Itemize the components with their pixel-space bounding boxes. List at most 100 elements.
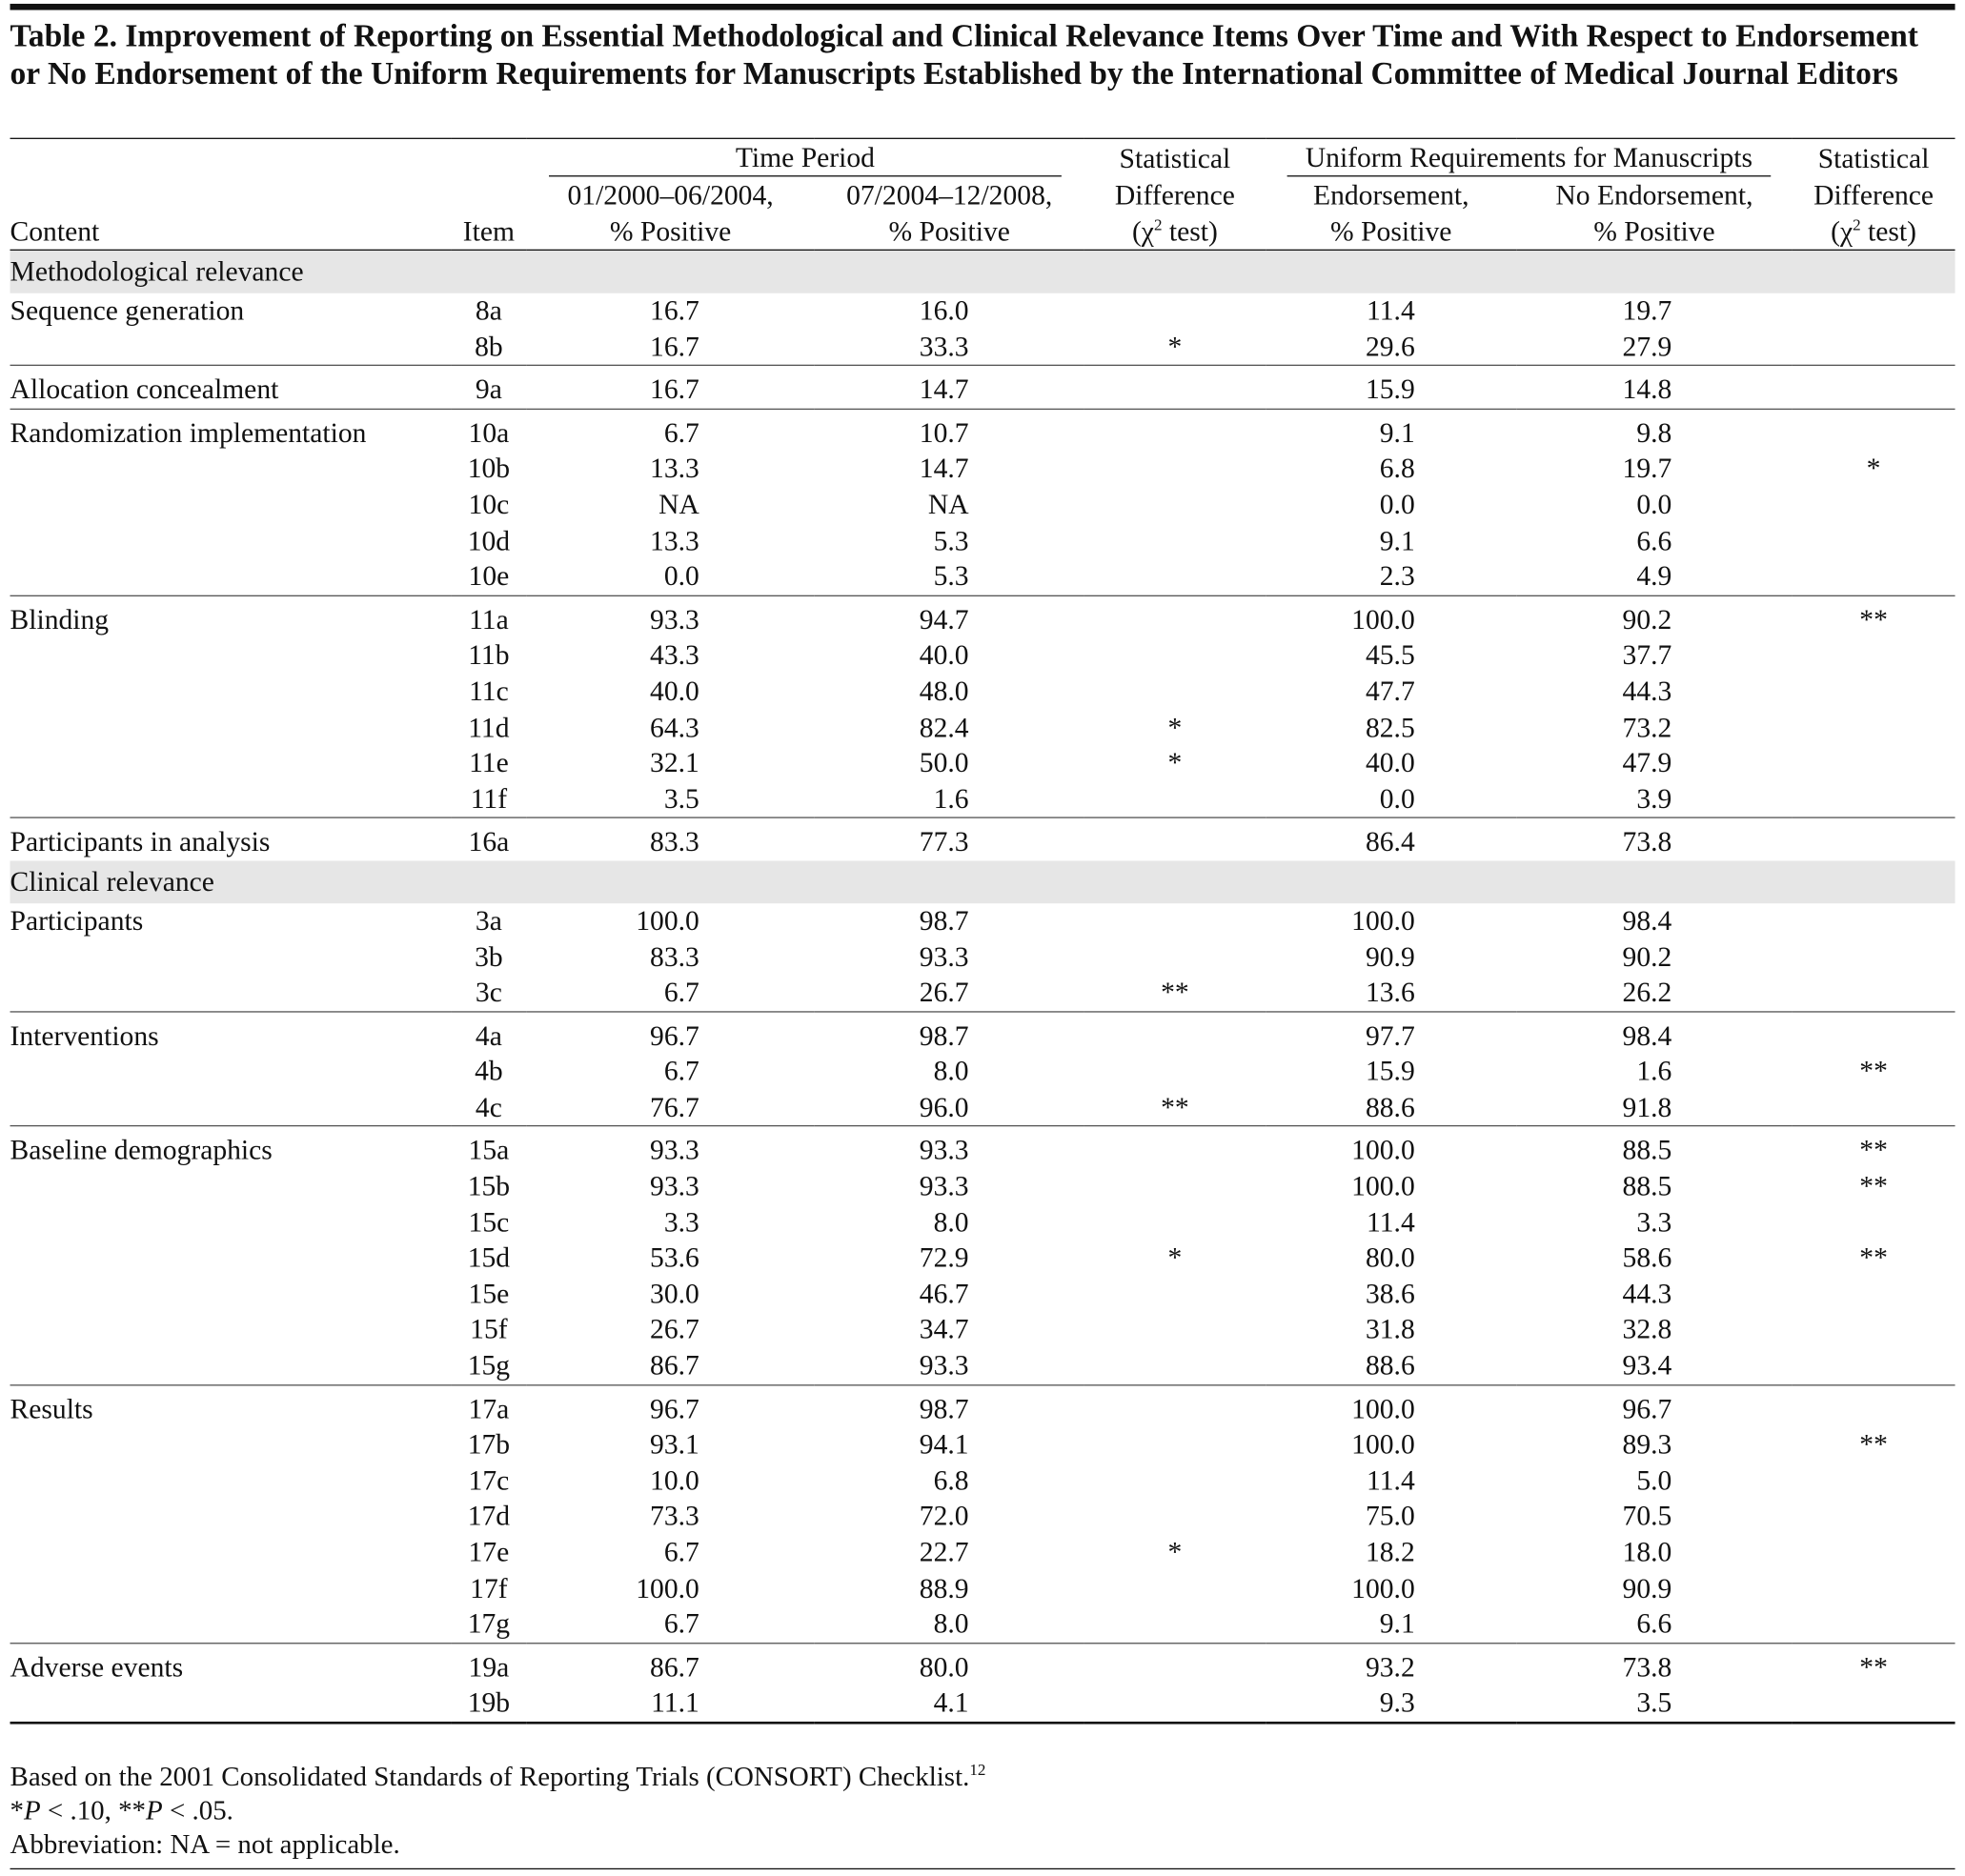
value-cell: [1792, 364, 1955, 410]
content-cell: [10, 710, 452, 746]
content-cell: [10, 1463, 452, 1500]
table-row: 15f 26.7 34.7 31.8 32.8: [10, 1312, 1955, 1348]
header-cell: Endorsement, % Positive: [1266, 176, 1516, 250]
value-cell: **: [1792, 1125, 1955, 1170]
value-cell: 82.5: [1365, 711, 1415, 743]
value-cell: 70.5: [1622, 1500, 1672, 1532]
table-title: Table 2. Improvement of Reporting on Ess…: [10, 17, 1918, 92]
value-cell: [1084, 817, 1266, 861]
table-body: Methodological relevance Sequence generat…: [10, 250, 1955, 1724]
value-cell: 100.0: [636, 1571, 699, 1604]
value-cell: [1084, 1571, 1266, 1607]
value-cell: NA: [658, 488, 699, 520]
value-cell: 0.0: [663, 560, 699, 592]
value-cell: 9.3: [1379, 1686, 1415, 1719]
table-row: 10e 0.0 5.3 2.3 4.9: [10, 559, 1955, 595]
value-cell: 98.4: [1516, 1010, 1793, 1055]
value-cell: 86.7: [650, 1349, 699, 1382]
value-cell: 86.4: [1266, 817, 1517, 861]
value-cell: 93.3: [919, 939, 969, 972]
value-cell: *: [1167, 1536, 1183, 1568]
item-cell: 11e: [469, 746, 509, 778]
value-cell: 16.7: [650, 294, 699, 326]
header-line: % Positive: [609, 215, 732, 248]
content-cell: [10, 939, 452, 976]
value-cell: [1793, 1090, 1955, 1126]
value-cell: 19.7: [1622, 294, 1672, 326]
value-cell: 93.3: [919, 1349, 969, 1382]
item-cell: 10a: [451, 408, 527, 452]
value-cell: 73.3: [650, 1500, 699, 1532]
value-cell: 8.0: [933, 1055, 969, 1087]
value-cell: **: [1161, 1091, 1189, 1123]
value-cell: [1793, 975, 1955, 1011]
value-cell: 96.7: [526, 1010, 815, 1055]
value-cell: [1793, 293, 1955, 330]
value-cell: [1793, 559, 1955, 595]
content-cell: [10, 1535, 452, 1571]
table-row: 15b 93.3 93.3 100.0 88.5 **: [10, 1169, 1955, 1205]
value-cell: [1793, 903, 1955, 939]
section-row: Methodological relevance: [10, 250, 1955, 293]
superscript: 2: [1153, 214, 1163, 234]
value-cell: [1084, 1606, 1266, 1643]
value-cell: 2.3: [1379, 560, 1415, 592]
value-cell: 15.9: [1266, 364, 1517, 410]
content-cell: [10, 1241, 452, 1277]
value-cell: 88.5: [1622, 1170, 1672, 1202]
value-cell: [1792, 1010, 1955, 1055]
item-cell: 15e: [468, 1278, 510, 1310]
footnote: Based on the 2001 Consolidated Standards…: [10, 1759, 1955, 1793]
value-cell: 40.0: [650, 675, 699, 707]
item-cell: 17b: [467, 1428, 511, 1461]
item-cell: 17g: [467, 1607, 511, 1640]
value-cell: [1792, 408, 1955, 452]
value-cell: 5.3: [933, 560, 969, 592]
item-cell: 11d: [468, 711, 510, 743]
value-cell: 8.0: [933, 1205, 969, 1238]
value-cell: [1084, 1463, 1266, 1500]
table-row: 19b 11.1 4.1 9.3 3.5: [10, 1685, 1955, 1723]
value-cell: 9.1: [1266, 408, 1517, 452]
value-cell: **: [1859, 1170, 1888, 1202]
value-cell: 16.7: [526, 364, 815, 410]
header-line: No Endorsement,: [1555, 179, 1753, 211]
content-cell: [10, 1054, 452, 1090]
value-cell: 88.6: [1365, 1091, 1415, 1123]
value-cell: [1793, 939, 1955, 976]
content-cell: Results: [10, 1383, 452, 1428]
content-cell: Participants: [10, 904, 144, 937]
value-cell: 3.3: [1636, 1205, 1672, 1238]
item-cell: 4b: [475, 1055, 503, 1087]
value-cell: 100.0: [1266, 1383, 1517, 1428]
value-cell: 14.8: [1516, 364, 1793, 410]
value-cell: 88.9: [919, 1571, 969, 1604]
value-cell: 26.7: [650, 1313, 699, 1345]
item-cell: 11c: [469, 675, 509, 707]
value-cell: [1084, 1642, 1266, 1686]
value-cell: 8.0: [933, 1607, 969, 1640]
value-cell: 27.9: [1622, 330, 1672, 362]
value-cell: 14.7: [814, 364, 1084, 410]
value-cell: 77.3: [814, 817, 1084, 861]
value-cell: [1084, 1125, 1266, 1170]
table-row: 3b 83.3 93.3 90.9 90.2: [10, 939, 1955, 976]
section-label: Methodological relevance: [10, 250, 1955, 293]
content-cell: Randomization implementation: [10, 408, 452, 452]
value-cell: [1084, 638, 1266, 675]
header-line: 07/2004–12/2008,: [846, 179, 1053, 211]
value-cell: 32.8: [1622, 1313, 1672, 1345]
value-cell: 15.9: [1365, 1055, 1415, 1087]
table-row: 4b 6.7 8.0 15.9 1.6 **: [10, 1054, 1955, 1090]
value-cell: 3.5: [663, 782, 699, 815]
value-cell: 43.3: [650, 639, 699, 672]
value-cell: 100.0: [1266, 1125, 1517, 1170]
header-line: test): [1162, 215, 1218, 248]
item-cell: 15a: [451, 1125, 527, 1170]
top-rule: [10, 3, 1955, 10]
header-line: (χ: [1131, 215, 1154, 248]
value-cell: NA: [927, 488, 969, 520]
value-cell: [1793, 488, 1955, 524]
value-cell: [1793, 1463, 1955, 1500]
footnote-part: < .05.: [162, 1794, 233, 1826]
